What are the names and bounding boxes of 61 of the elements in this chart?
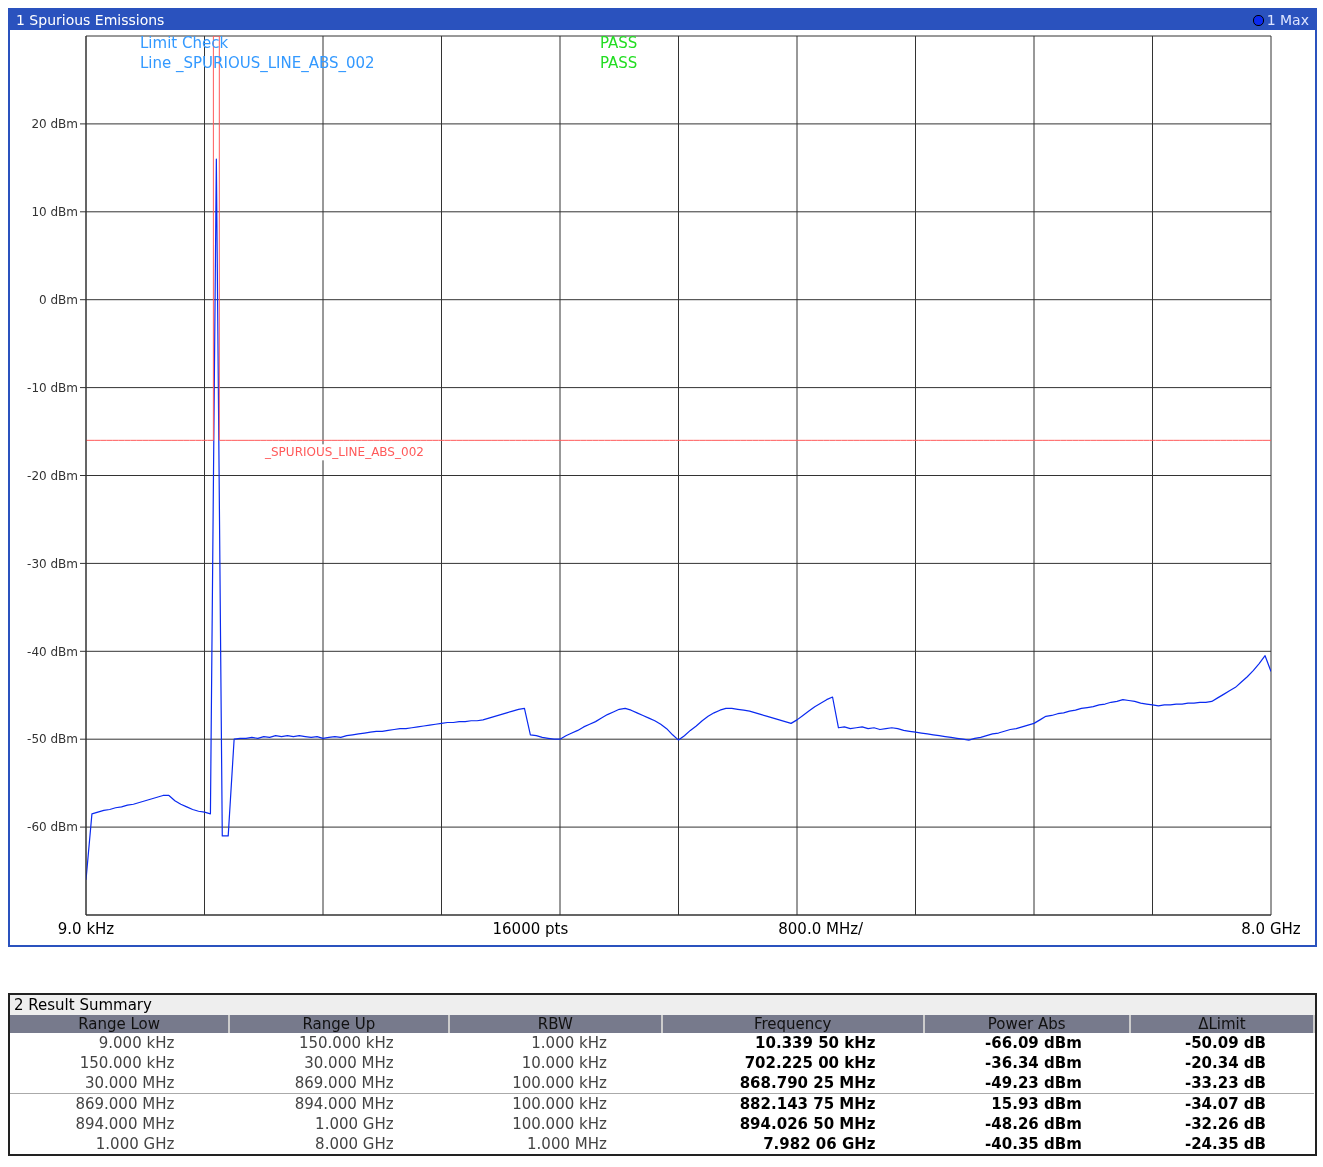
text: -49.23 dBm <box>984 1073 1083 1094</box>
series-label: _SPURIOUS_LINE_ABS_002 <box>264 445 424 460</box>
legend-label: 1 Max <box>1265 12 1309 28</box>
y-tick-label: -40 dBm <box>27 644 78 659</box>
y-tick-label: -60 dBm <box>27 820 78 835</box>
text: 1.000 GHz <box>314 1114 395 1134</box>
chart-title: 1 Spurious Emissions <box>16 12 166 28</box>
y-tick-label: -20 dBm <box>27 468 78 483</box>
text: 15.93 dBm <box>990 1094 1083 1114</box>
text: Power Abs <box>923 1015 1130 1033</box>
text: 894.000 MHz <box>74 1114 176 1134</box>
text: RBW <box>448 1015 662 1033</box>
text: -48.26 dBm <box>984 1114 1083 1134</box>
text: -24.35 dB <box>1183 1134 1267 1154</box>
text: 869.000 MHz <box>74 1094 176 1114</box>
text: 1.000 MHz <box>526 1134 608 1154</box>
y-tick-label: -50 dBm <box>27 732 78 747</box>
text: 868.790 25 MHz <box>738 1073 877 1094</box>
text: -50.09 dB <box>1183 1033 1267 1053</box>
text: 8.000 GHz <box>314 1134 395 1154</box>
y-tick-label: -30 dBm <box>27 556 78 571</box>
text: 702.225 00 kHz <box>743 1053 877 1073</box>
text: -33.23 dB <box>1183 1073 1267 1094</box>
text: -32.26 dB <box>1183 1114 1267 1134</box>
annotation: PASS <box>600 34 638 52</box>
text: ΔLimit <box>1129 1015 1314 1033</box>
text: 150.000 kHz <box>78 1053 176 1073</box>
text: 30.000 MHz <box>83 1073 176 1094</box>
text: 30.000 MHz <box>303 1053 395 1073</box>
text: 10.000 kHz <box>520 1053 608 1073</box>
text: Range Low <box>10 1015 230 1033</box>
text: 2 Result Summary <box>10 995 1315 1015</box>
y-tick-label: 0 dBm <box>39 292 78 307</box>
text: 100.000 kHz <box>511 1114 608 1134</box>
annotation: PASS <box>600 54 638 72</box>
text: -66.09 dBm <box>984 1033 1083 1053</box>
text: -40.35 dBm <box>984 1134 1083 1154</box>
text: 7.982 06 GHz <box>762 1134 877 1154</box>
text: 150.000 kHz <box>297 1033 395 1053</box>
text: Frequency <box>661 1015 924 1033</box>
x-tick-label: 8.0 GHz <box>1241 919 1301 938</box>
text: 1.000 GHz <box>94 1134 176 1154</box>
text: Range Up <box>229 1015 449 1033</box>
y-tick-label: 20 dBm <box>31 117 78 132</box>
text: 1.000 kHz <box>530 1033 608 1053</box>
text: 100.000 kHz <box>511 1094 608 1114</box>
text: 894.000 MHz <box>293 1094 395 1114</box>
text: 869.000 MHz <box>293 1073 395 1094</box>
text: -34.07 dB <box>1183 1094 1267 1114</box>
text: 882.143 75 MHz <box>738 1094 877 1114</box>
x-tick-label: 9.0 kHz <box>57 919 115 938</box>
text: 9.000 kHz <box>97 1033 176 1053</box>
y-tick-label: -10 dBm <box>27 380 78 395</box>
text: 10.339 50 kHz <box>754 1033 877 1053</box>
text: -20.34 dB <box>1183 1053 1267 1073</box>
y-tick-label: 10 dBm <box>31 205 78 220</box>
x-tick-label: 16000 pts <box>492 919 569 938</box>
text: 100.000 kHz <box>511 1073 608 1094</box>
text: -36.34 dBm <box>984 1053 1083 1073</box>
text: 894.026 50 MHz <box>738 1114 877 1134</box>
x-tick-label: 800.0 MHz/ <box>778 919 865 938</box>
